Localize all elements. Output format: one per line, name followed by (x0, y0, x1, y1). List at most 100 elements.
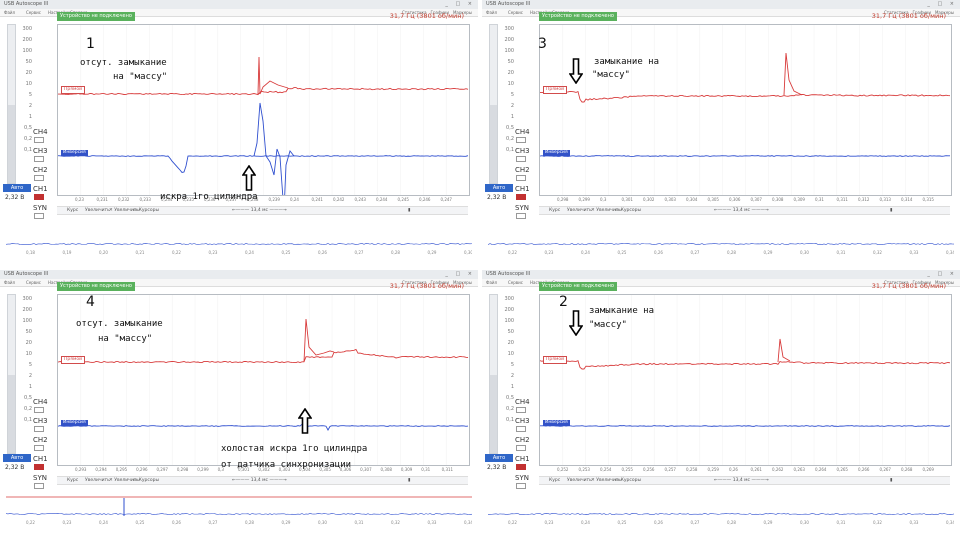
cursors-button[interactable]: ✕ Увеличить (591, 208, 622, 213)
channel-label-ch3[interactable]: CH3 (33, 147, 48, 155)
menu-item[interactable]: Сервис (508, 280, 523, 285)
primary-channel-label[interactable]: Прямой (61, 86, 86, 94)
channel-toggle-icon[interactable] (34, 213, 44, 219)
menu-right-item[interactable]: Графики (430, 10, 449, 15)
channel-label-ch4[interactable]: CH4 (33, 398, 48, 406)
cursors-tab[interactable]: ▭ Курсоры (133, 208, 160, 213)
scale-slider[interactable] (489, 294, 498, 454)
channel-label-ch2[interactable]: CH2 (515, 166, 530, 174)
inverse-channel-label[interactable]: Инверсия (61, 150, 88, 156)
channel-toggle-icon[interactable] (34, 464, 44, 470)
channel-label-syn[interactable]: SYN (515, 474, 529, 482)
channel-label-ch1[interactable]: CH1 (515, 185, 530, 193)
auto-button[interactable]: Авто (3, 454, 31, 462)
channel-toggle-icon[interactable] (516, 137, 526, 143)
channel-toggle-icon[interactable] (34, 175, 44, 181)
channel-toggle-icon[interactable] (516, 156, 526, 162)
channel-toggle-icon[interactable] (516, 445, 526, 451)
menu-item[interactable]: Сервис (508, 10, 523, 15)
scale-slider[interactable] (489, 24, 498, 184)
channel-label-ch1[interactable]: CH1 (33, 185, 48, 193)
duration-scroll-icon[interactable]: ▮ (890, 208, 893, 213)
menu-item[interactable]: Сервис (26, 280, 41, 285)
scale-slider-thumb[interactable] (490, 105, 497, 183)
channel-toggle-icon[interactable] (34, 445, 44, 451)
channel-toggle-icon[interactable] (34, 137, 44, 143)
oscillogram-plot[interactable]: Прямой Инверсия (539, 294, 952, 466)
channel-toggle-icon[interactable] (516, 464, 526, 470)
channel-toggle-icon[interactable] (516, 175, 526, 181)
menu-right-item[interactable]: Маркеры (452, 280, 472, 285)
window-controls[interactable]: _ □ × (927, 1, 957, 7)
channel-label-ch3[interactable]: CH3 (515, 417, 530, 425)
menu-item[interactable]: Файл (486, 280, 498, 285)
channel-label-ch2[interactable]: CH2 (515, 436, 530, 444)
channel-label-ch1[interactable]: CH1 (33, 455, 48, 463)
channel-toggle-icon[interactable] (34, 156, 44, 162)
cursors-button[interactable]: ✕ Увеличить (109, 208, 140, 213)
course-button[interactable]: Курс (549, 208, 561, 213)
cursors-button[interactable]: ✕ Увеличить (591, 478, 622, 483)
menu-right-item[interactable]: Графики (912, 10, 931, 15)
channel-toggle-icon[interactable] (516, 426, 526, 432)
channel-label-ch1[interactable]: CH1 (515, 455, 530, 463)
channel-toggle-icon[interactable] (516, 213, 526, 219)
overview-strip[interactable]: 0,22 0,23 0,24 0,25 0,26 0,27 0,28 0,29 0,30 0,31… (487, 484, 955, 536)
menu-item[interactable]: Файл (4, 10, 16, 15)
zoom-button[interactable]: Увеличить (85, 478, 110, 483)
channel-label-ch4[interactable]: CH4 (515, 398, 530, 406)
channel-toggle-icon[interactable] (516, 194, 526, 200)
menu-right-item[interactable]: Маркеры (934, 280, 954, 285)
channel-label-syn[interactable]: SYN (515, 204, 529, 212)
channel-label-ch2[interactable]: CH2 (33, 436, 48, 444)
cursors-tab[interactable]: ▭ Курсоры (615, 478, 642, 483)
zoom-button[interactable]: Увеличить (85, 208, 110, 213)
menu-item[interactable]: Сервис (26, 10, 41, 15)
scale-slider-thumb[interactable] (8, 375, 15, 453)
channel-toggle-icon[interactable] (34, 407, 44, 413)
oscillogram-plot[interactable]: Прямой Инверсия (57, 24, 470, 196)
zoom-button[interactable]: Увеличить (567, 208, 592, 213)
auto-button[interactable]: Авто (3, 184, 31, 192)
cursors-tab[interactable]: ▭ Курсоры (133, 478, 160, 483)
menu-item[interactable]: Файл (4, 280, 16, 285)
oscillogram-plot[interactable]: Прямой Инверсия (57, 294, 470, 466)
primary-channel-label[interactable]: Прямой (543, 86, 568, 94)
window-controls[interactable]: _ □ × (445, 1, 475, 7)
scale-slider[interactable] (7, 24, 16, 184)
auto-button[interactable]: Авто (485, 184, 513, 192)
duration-scroll-icon[interactable]: ▮ (408, 208, 411, 213)
course-button[interactable]: Курс (549, 478, 561, 483)
cursors-button[interactable]: ✕ Увеличить (109, 478, 140, 483)
menu-right-item[interactable]: Статистика (884, 10, 909, 15)
scale-slider[interactable] (7, 294, 16, 454)
channel-label-ch3[interactable]: CH3 (33, 417, 48, 425)
menu-right-item[interactable]: Статистика (402, 10, 427, 15)
scale-slider-thumb[interactable] (490, 375, 497, 453)
zoom-button[interactable]: Увеличить (567, 478, 592, 483)
primary-channel-label[interactable]: Прямой (61, 356, 86, 364)
overview-strip[interactable]: 0,22 0,23 0,24 0,25 0,26 0,27 0,28 0,29 0,30 0,31… (5, 484, 473, 536)
menu-right-item[interactable]: Статистика (884, 280, 909, 285)
primary-channel-label[interactable]: Прямой (543, 356, 568, 364)
cursors-tab[interactable]: ▭ Курсоры (615, 208, 642, 213)
oscillogram-plot[interactable]: Прямой Инверсия (539, 24, 952, 196)
channel-label-syn[interactable]: SYN (33, 204, 47, 212)
menu-right-item[interactable]: Статистика (402, 280, 427, 285)
channel-label-ch2[interactable]: CH2 (33, 166, 48, 174)
menu-right-item[interactable]: Графики (912, 280, 931, 285)
channel-toggle-icon[interactable] (34, 483, 44, 489)
menu-right-item[interactable]: Маркеры (452, 10, 472, 15)
duration-scroll-icon[interactable]: ▮ (408, 478, 411, 483)
inverse-channel-label[interactable]: Инверсия (543, 150, 570, 156)
auto-button[interactable]: Авто (485, 454, 513, 462)
channel-label-ch4[interactable]: CH4 (33, 128, 48, 136)
overview-strip[interactable]: 0,22 0,23 0,24 0,25 0,26 0,27 0,28 0,29 0,30 0,31… (487, 214, 955, 266)
channel-toggle-icon[interactable] (516, 407, 526, 413)
course-button[interactable]: Курс (67, 208, 79, 213)
window-controls[interactable]: _ □ × (445, 271, 475, 277)
duration-scroll-icon[interactable]: ▮ (890, 478, 893, 483)
channel-label-syn[interactable]: SYN (33, 474, 47, 482)
channel-label-ch3[interactable]: CH3 (515, 147, 530, 155)
channel-toggle-icon[interactable] (516, 483, 526, 489)
